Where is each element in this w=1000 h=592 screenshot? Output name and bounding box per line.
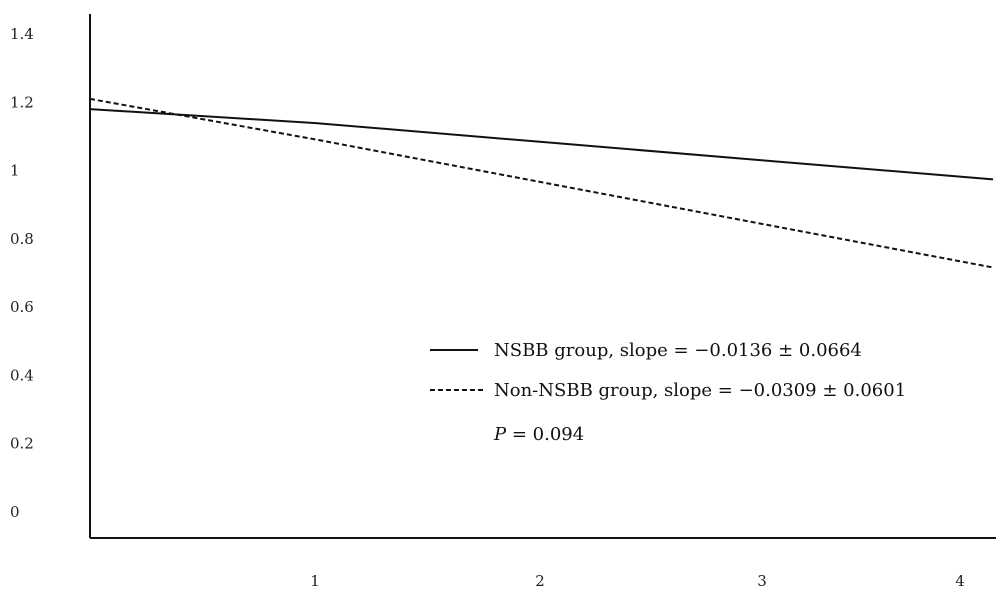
p-value-text: = 0.094 (506, 424, 584, 445)
legend-label-nsbb: NSBB group, slope = −0.0136 ± 0.0664 (494, 340, 862, 361)
y-tick-label: 0 (10, 503, 20, 521)
p-value-symbol: P (493, 424, 507, 445)
x-tick-labels: 1 2 3 4 (310, 572, 965, 590)
y-tick-label: 1.4 (10, 25, 34, 43)
x-tick-label: 1 (310, 572, 320, 590)
series-line-nsbb (89, 108, 994, 181)
series-line-non-nsbb (89, 97, 994, 269)
x-tick-label: 4 (955, 572, 965, 590)
y-tick-label: 0.8 (10, 230, 34, 248)
y-tick-label: 1 (10, 162, 20, 180)
series-lines (89, 97, 994, 269)
x-tick-label: 2 (535, 572, 545, 590)
p-value-annotation: P = 0.094 (493, 424, 584, 445)
legend: NSBB group, slope = −0.0136 ± 0.0664 Non… (430, 340, 906, 445)
x-tick-label: 3 (757, 572, 767, 590)
y-tick-label: 1.2 (10, 93, 34, 111)
y-tick-label: 0.2 (10, 435, 34, 453)
y-tick-label: 0.4 (10, 366, 34, 384)
y-tick-label: 0.6 (10, 298, 34, 316)
y-tick-labels: 0 0.2 0.4 0.6 0.8 1 1.2 1.4 (10, 25, 34, 521)
legend-label-non-nsbb: Non-NSBB group, slope = −0.0309 ± 0.0601 (494, 380, 906, 401)
